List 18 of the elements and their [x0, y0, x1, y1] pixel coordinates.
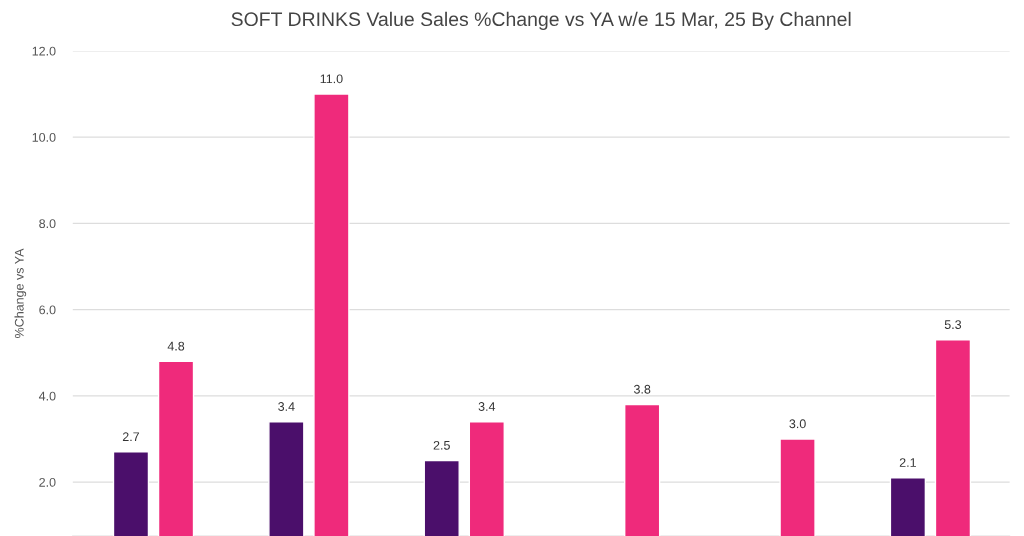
data-label: 2.1	[899, 458, 916, 467]
data-label: 11.0	[320, 74, 343, 84]
data-label: 3.4	[278, 402, 295, 411]
data-label: 3.4	[478, 402, 496, 411]
data-label: 2.5	[433, 440, 450, 450]
chart-title: SOFT DRINKS Value Sales %Change vs YA w/e 15 Mar, 25 By Channel	[231, 11, 851, 30]
data-label: 3.8	[633, 384, 651, 394]
data-label: 3.0	[789, 419, 806, 429]
y-tick-label: 12.0	[32, 46, 56, 56]
y-tick-label: 10.0	[32, 132, 56, 142]
y-tick-label: 4.0	[38, 391, 56, 401]
data-label: 2.7	[122, 432, 140, 441]
y-tick-label: 2.0	[39, 477, 56, 487]
y-tick-label: 6.0	[39, 305, 56, 315]
data-label: 5.3	[944, 320, 962, 330]
y-axis-title: %Change vs YA	[14, 248, 27, 338]
y-tick-label: 8.0	[39, 219, 56, 229]
data-label: 4.8	[167, 341, 185, 351]
